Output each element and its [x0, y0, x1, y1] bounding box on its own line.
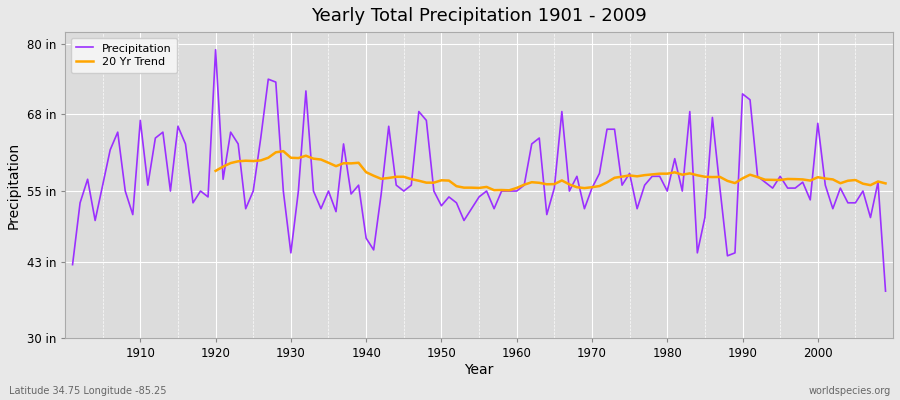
Precipitation [609, 127, 620, 132]
20 Yr Trend [692, 173, 703, 178]
20 Yr Trend [880, 181, 891, 186]
20 Yr Trend [797, 177, 808, 182]
Line: Precipitation: Precipitation [73, 50, 886, 291]
20 Yr Trend [504, 188, 515, 193]
Text: Latitude 34.75 Longitude -85.25: Latitude 34.75 Longitude -85.25 [9, 386, 166, 396]
20 Yr Trend [308, 156, 319, 161]
Precipitation [518, 183, 529, 188]
Precipitation [511, 189, 522, 194]
X-axis label: Year: Year [464, 363, 494, 377]
Legend: Precipitation, 20 Yr Trend: Precipitation, 20 Yr Trend [70, 38, 177, 73]
20 Yr Trend [421, 180, 432, 185]
Title: Yearly Total Precipitation 1901 - 2009: Yearly Total Precipitation 1901 - 2009 [311, 7, 647, 25]
20 Yr Trend [782, 176, 793, 181]
Text: worldspecies.org: worldspecies.org [809, 386, 891, 396]
Line: 20 Yr Trend: 20 Yr Trend [216, 151, 886, 190]
Y-axis label: Precipitation: Precipitation [7, 142, 21, 229]
20 Yr Trend [211, 168, 221, 173]
20 Yr Trend [865, 183, 876, 188]
Precipitation [346, 192, 356, 196]
Precipitation [68, 262, 78, 267]
Precipitation [301, 88, 311, 93]
Precipitation [128, 212, 139, 217]
Precipitation [211, 47, 221, 52]
Precipitation [880, 289, 891, 294]
20 Yr Trend [278, 149, 289, 154]
